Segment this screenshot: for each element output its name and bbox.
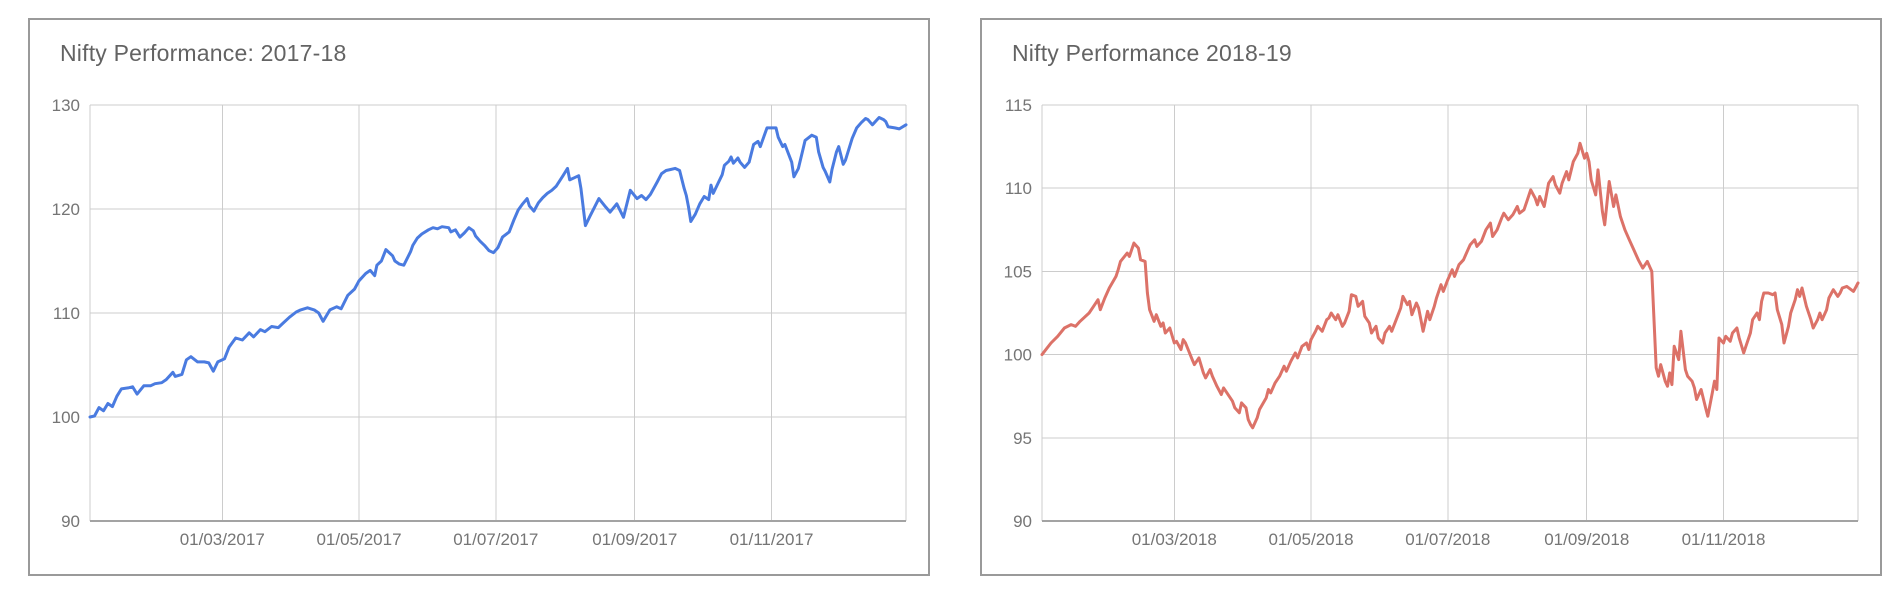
x-tick-label: 01/07/2018 bbox=[1405, 530, 1490, 549]
nifty-2018-series-line[interactable] bbox=[1040, 141, 1860, 430]
nifty-2018-chart-card: 90 95 100 105 110 115 01/03/2018 01/05/2018 01/0… bbox=[980, 18, 1882, 576]
nifty-2017-line-chart[interactable]: 90 100 110 120 130 01/03/2017 01/05/2017 01/07/… bbox=[30, 20, 928, 574]
y-tick-label: 100 bbox=[52, 408, 80, 427]
y-tick-label: 100 bbox=[1004, 346, 1032, 365]
y-tick-label: 115 bbox=[1005, 96, 1032, 115]
y-tick-label: 90 bbox=[1013, 512, 1032, 531]
y-tick-label: 105 bbox=[1004, 262, 1032, 281]
x-tick-label: 01/07/2017 bbox=[453, 530, 538, 549]
nifty-2017-gridlines bbox=[89, 104, 907, 522]
nifty-2017-svg: 90 100 110 120 130 01/03/2017 01/05/2017 01/07/… bbox=[52, 96, 908, 549]
x-tick-label: 01/05/2018 bbox=[1268, 530, 1353, 549]
x-tick-label: 01/03/2017 bbox=[180, 530, 265, 549]
nifty-2017-x-axis-labels: 01/03/2017 01/05/2017 01/07/2017 01/09/2017… bbox=[180, 530, 814, 549]
x-tick-label: 01/05/2017 bbox=[316, 530, 401, 549]
y-tick-label: 90 bbox=[61, 512, 80, 531]
nifty-2018-gridlines bbox=[1041, 104, 1859, 522]
x-tick-label: 01/03/2018 bbox=[1132, 530, 1217, 549]
x-tick-label: 01/11/2017 bbox=[730, 530, 814, 549]
x-tick-label: 01/11/2018 bbox=[1682, 530, 1766, 549]
chart-title-2017: Nifty Performance: 2017-18 bbox=[60, 40, 347, 66]
y-tick-label: 95 bbox=[1013, 429, 1032, 448]
nifty-2018-x-axis-labels: 01/03/2018 01/05/2018 01/07/2018 01/09/2018… bbox=[1132, 530, 1766, 549]
nifty-2017-chart-card: 90 100 110 120 130 01/03/2017 01/05/2017 01/07/… bbox=[28, 18, 930, 576]
nifty-2017-series-line[interactable] bbox=[88, 116, 908, 419]
nifty-2018-y-axis-labels: 90 95 100 105 110 115 bbox=[1004, 96, 1032, 531]
y-tick-label: 110 bbox=[53, 304, 80, 323]
nifty-2017-y-axis-labels: 90 100 110 120 130 bbox=[52, 96, 80, 531]
y-tick-label: 130 bbox=[52, 96, 80, 115]
y-tick-label: 110 bbox=[1005, 179, 1032, 198]
x-tick-label: 01/09/2018 bbox=[1544, 530, 1629, 549]
y-tick-label: 120 bbox=[52, 200, 80, 219]
nifty-2018-line-chart[interactable]: 90 95 100 105 110 115 01/03/2018 01/05/2018 01/0… bbox=[982, 20, 1880, 574]
chart-title-2018: Nifty Performance 2018-19 bbox=[1012, 40, 1292, 66]
x-tick-label: 01/09/2017 bbox=[592, 530, 677, 549]
